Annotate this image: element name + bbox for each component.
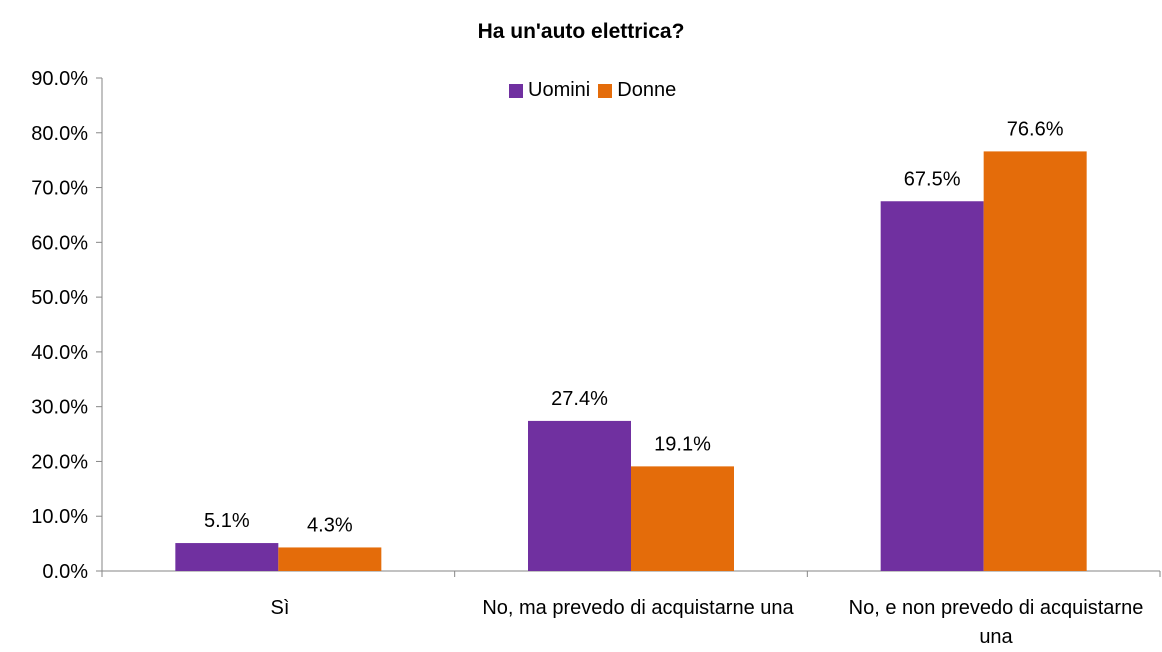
bar-donne-1	[631, 466, 734, 571]
data-label: 76.6%	[1007, 118, 1064, 140]
bar-uomini-0	[175, 543, 279, 571]
y-tick-label: 30.0%	[31, 397, 88, 419]
y-tick-label: 50.0%	[31, 287, 88, 309]
bar-donne-2	[983, 151, 1087, 571]
y-tick-label: 0.0%	[42, 561, 88, 583]
x-category-label-no-ma-prevedo: No, ma prevedo di acquistarne una	[482, 597, 794, 619]
y-tick-label: 80.0%	[31, 123, 88, 145]
legend-swatch-uomini	[509, 83, 523, 98]
chart-title: Ha un'auto elettrica?	[477, 20, 685, 43]
legend-label-donne: Donne	[617, 79, 677, 101]
legend-item-uomini: Uomini	[509, 79, 590, 102]
y-tick-label: 40.0%	[31, 342, 88, 364]
data-label: 5.1%	[204, 510, 250, 532]
legend: Uomini Donne	[509, 79, 684, 102]
y-tick-label: 20.0%	[31, 451, 88, 473]
legend-swatch-donne	[598, 83, 613, 98]
y-tick-label: 90.0%	[31, 68, 88, 90]
data-label: 27.4%	[551, 388, 608, 410]
bar-uomini-2	[880, 201, 984, 571]
bar-uomini-1	[528, 420, 631, 571]
legend-item-donne: Donne	[598, 79, 676, 102]
legend-label-uomini: Uomini	[528, 79, 591, 101]
y-tick-label: 70.0%	[31, 178, 88, 200]
y-tick-label: 10.0%	[31, 506, 88, 528]
data-label: 19.1%	[654, 433, 711, 455]
y-tick-label: 60.0%	[31, 232, 88, 254]
x-category-label-si: Sì	[270, 597, 290, 619]
bar-donne-0	[278, 547, 382, 571]
x-category-label-no-non-prevedo: No, e non prevedo di acquistarne una	[848, 597, 1144, 648]
data-label: 67.5%	[904, 168, 961, 190]
data-label: 4.3%	[307, 514, 353, 536]
